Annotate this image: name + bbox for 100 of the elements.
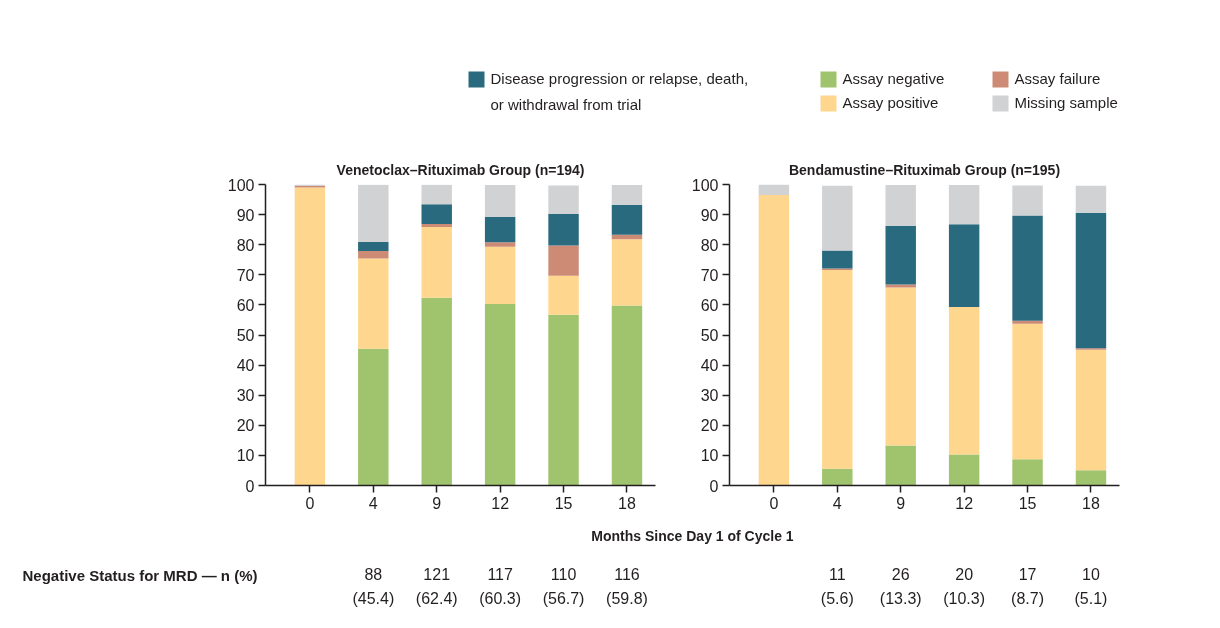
legend-label: Missing sample (1014, 93, 1118, 111)
bar (548, 245, 579, 276)
bar (611, 204, 643, 235)
y-tick-label: 50 (236, 327, 255, 344)
y-tick-label: 90 (700, 206, 719, 224)
bar (948, 224, 980, 308)
x-tick-label: 18 (1082, 494, 1100, 512)
bar (358, 184, 389, 242)
bar (484, 242, 516, 247)
data-label: 11 (5.6) (820, 565, 854, 608)
bar (822, 185, 853, 251)
bar (421, 184, 452, 205)
bar (548, 275, 579, 315)
bar (1012, 215, 1043, 321)
data-label: 116 (59.8) (606, 565, 648, 608)
x-tick-label: 15 (554, 494, 573, 512)
y-tick-label: 80 (700, 236, 719, 254)
bar (421, 226, 452, 298)
bar (611, 239, 643, 306)
bar (948, 454, 980, 486)
bar (822, 250, 853, 269)
bar (294, 187, 326, 486)
bar (885, 225, 916, 285)
y-tick-label: 90 (236, 206, 255, 224)
legend-label: Disease progression or relapse, death, or withdrawal from trial (490, 69, 749, 113)
bar (1075, 185, 1107, 213)
y-tick-label: 10 (700, 447, 719, 465)
y-tick-label: 0 (245, 477, 255, 495)
bar (885, 287, 916, 446)
x-tick-label: 9 (432, 494, 442, 512)
bar (421, 297, 452, 486)
bar (484, 246, 516, 304)
bar (885, 185, 916, 226)
x-tick-label: 12 (955, 494, 974, 512)
chart-title: Venetoclax–Rituximab Group (n=194) (336, 161, 585, 178)
legend-label: Assay negative (842, 69, 945, 87)
y-tick-label: 100 (691, 176, 719, 194)
y-tick-label: 20 (236, 417, 255, 435)
bar (885, 284, 916, 288)
x-tick-label: 4 (832, 494, 842, 512)
data-label: 26 (13.3) (879, 565, 922, 608)
bar (611, 305, 643, 486)
y-tick-label: 20 (700, 417, 719, 435)
data-label: 17 (8.7) (1011, 565, 1045, 608)
bar (758, 184, 790, 196)
y-tick-label: 70 (236, 266, 255, 284)
bar (358, 251, 389, 259)
x-tick-label: 15 (1018, 494, 1037, 512)
legend-label: Assay positive (842, 93, 939, 111)
text: Negative Status for MRD — n (%) (22, 567, 258, 584)
bar (548, 314, 579, 486)
data-label: 110 (56.7) (542, 565, 585, 608)
bar (1012, 323, 1043, 460)
bar (548, 185, 579, 214)
bar (358, 258, 389, 349)
bar (421, 223, 452, 227)
y-tick-label: 80 (236, 236, 255, 254)
bar (1075, 212, 1107, 349)
data-label: 20 (10.3) (943, 565, 986, 608)
y-tick-label: 10 (236, 447, 255, 465)
y-tick-label: 60 (236, 296, 255, 314)
bar (611, 185, 643, 205)
bar (484, 216, 516, 243)
bar (1012, 320, 1043, 324)
data-label: 121 (62.4) (415, 565, 458, 608)
x-tick-label: 0 (305, 494, 315, 512)
chart-title: Bendamustine–Rituximab Group (n=195) (788, 161, 1061, 178)
bar (1012, 185, 1043, 216)
x-tick-label: 0 (769, 494, 779, 512)
legend-label: Assay failure (1014, 69, 1101, 87)
bar (484, 185, 516, 217)
y-tick-label: 30 (236, 387, 255, 405)
bar (948, 185, 980, 225)
bar (885, 445, 916, 486)
data-label: 10 (5.1) (1074, 565, 1108, 608)
y-tick-label: 60 (700, 296, 719, 314)
x-tick-label: 12 (491, 494, 510, 512)
bar (822, 468, 853, 486)
x-tick-label: 4 (368, 494, 378, 512)
data-label: 88 (45.4) (352, 565, 395, 608)
y-tick-label: 70 (700, 266, 719, 284)
x-tick-label: 9 (896, 494, 906, 512)
bar (358, 348, 389, 486)
bar (758, 195, 790, 486)
x-tick-label: 18 (618, 494, 636, 512)
bar (1012, 459, 1043, 486)
y-tick-label: 30 (700, 387, 719, 405)
bar (822, 269, 853, 469)
y-tick-label: 0 (709, 477, 719, 495)
y-tick-label: 50 (700, 327, 719, 344)
data-label: 117 (60.3) (479, 565, 522, 608)
bar (358, 241, 389, 252)
y-tick-label: 100 (227, 176, 255, 194)
bar (548, 214, 579, 246)
bar (1075, 470, 1107, 486)
bar (484, 304, 516, 486)
bar (948, 307, 980, 455)
x-axis-title: Months Since Day 1 of Cycle 1 (591, 527, 794, 544)
bar (421, 204, 452, 224)
y-tick-label: 40 (700, 357, 719, 375)
